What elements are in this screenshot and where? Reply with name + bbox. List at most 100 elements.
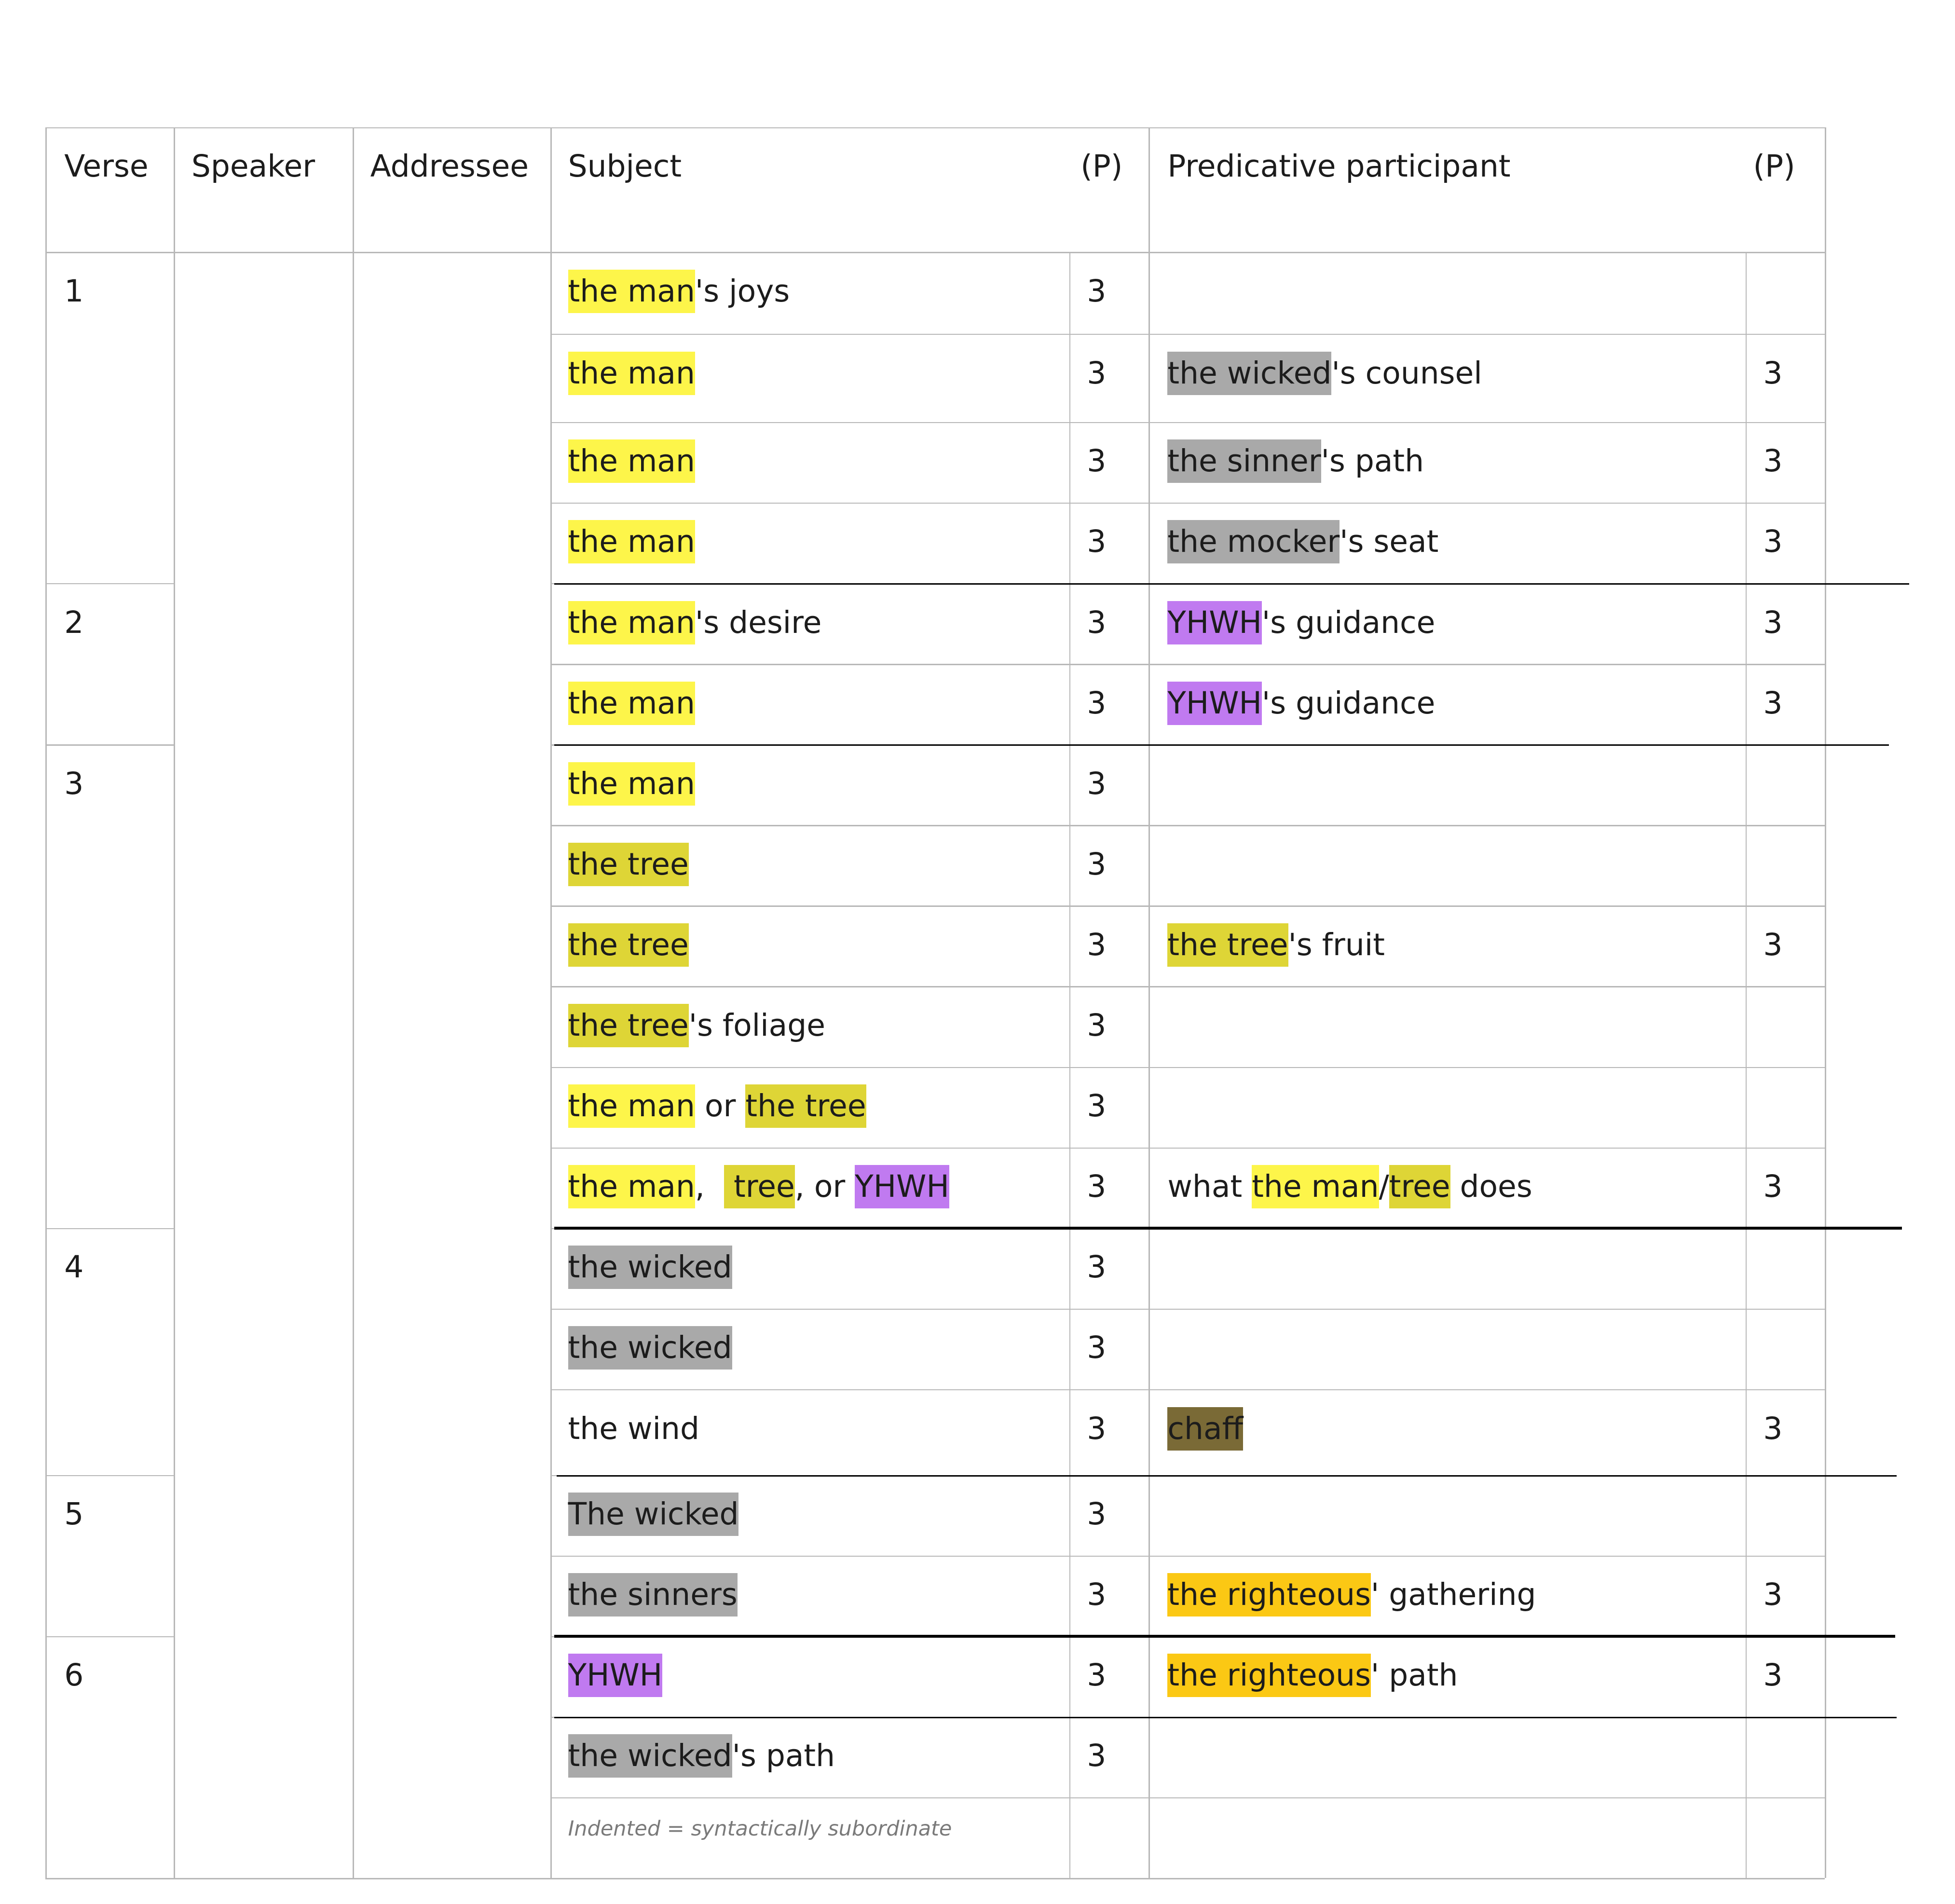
- participant-highlight-wicked: the sinners: [568, 1573, 738, 1617]
- row-sep: [550, 664, 1825, 665]
- person-value: 3: [1087, 273, 1107, 309]
- row-sep: [550, 1797, 1825, 1799]
- participant-highlight-man: the man: [568, 269, 695, 313]
- participant-highlight-yhwh: YHWH: [1167, 601, 1262, 644]
- text-run: 's seat: [1340, 524, 1439, 560]
- predicative-cell: what the man/tree does: [1167, 1165, 1532, 1209]
- participant-highlight-wicked: the wicked: [568, 1246, 732, 1289]
- subject-cell: the tree: [568, 842, 689, 886]
- participant-highlight-chaff: chaff: [1167, 1407, 1243, 1451]
- section-rule: [554, 744, 1889, 746]
- col-sep-addressee: [550, 127, 552, 1878]
- row-sep: [550, 825, 1825, 826]
- verse-number: 6: [64, 1657, 84, 1693]
- subject-cell: the wicked: [568, 1326, 732, 1370]
- subject-cell: the wind: [568, 1413, 699, 1444]
- person-value: 3: [1763, 1657, 1783, 1693]
- person-value: 3: [1087, 1249, 1107, 1285]
- text-run: 's path: [732, 1738, 835, 1774]
- person-value: 3: [1087, 685, 1107, 721]
- person-value: 3: [1087, 524, 1107, 560]
- person-value: 3: [1763, 1411, 1783, 1446]
- participant-highlight-man: the man: [568, 681, 695, 725]
- participant-highlight-tree: the tree: [1167, 923, 1288, 967]
- verse-sep: [45, 583, 174, 585]
- predicative-cell: the righteous' path: [1167, 1654, 1458, 1698]
- row-sep: [550, 986, 1825, 987]
- verse-number: 1: [64, 273, 84, 309]
- verse-sep: [45, 1475, 174, 1477]
- participant-highlight-man: the man: [568, 439, 695, 483]
- verse-sep: [45, 1636, 174, 1638]
- subject-cell: YHWH: [568, 1654, 663, 1698]
- person-value: 3: [1087, 1738, 1107, 1774]
- participant-highlight-man: the man: [568, 1084, 695, 1128]
- subject-cell: the man's joys: [568, 269, 790, 313]
- text-run: the wind: [568, 1411, 699, 1446]
- header-speaker: Speaker: [191, 149, 315, 184]
- person-value: 3: [1087, 1088, 1107, 1124]
- text-run: 's path: [1321, 443, 1424, 479]
- participant-highlight-man: the man: [568, 601, 695, 644]
- section-rule: [554, 1716, 1897, 1718]
- predicative-cell: YHWH's guidance: [1167, 601, 1435, 644]
- subject-cell: the man's desire: [568, 601, 822, 644]
- header-addressee: Addressee: [370, 149, 529, 184]
- person-value: 3: [1087, 1496, 1107, 1532]
- row-sep: [550, 502, 1825, 504]
- text-run: ,: [695, 1169, 724, 1205]
- person-value: 3: [1087, 1411, 1107, 1446]
- person-value: 3: [1763, 524, 1783, 560]
- header-predicative: Predicative participant: [1167, 149, 1511, 184]
- text-run: , or: [794, 1169, 855, 1205]
- legend-note: Indented = syntactically subordinate: [568, 1817, 952, 1841]
- participant-highlight-wicked: the mocker: [1167, 520, 1340, 564]
- participant-highlight-righteous: the righteous: [1167, 1654, 1371, 1698]
- row-sep: [550, 1389, 1825, 1391]
- section-rule: [554, 1635, 1896, 1638]
- subject-cell: the man, tree, or YHWH: [568, 1165, 949, 1209]
- col-sep-predicative-p: [1745, 252, 1747, 1878]
- participant-highlight-tree: the tree: [745, 1084, 866, 1128]
- person-value: 3: [1087, 604, 1107, 640]
- row-sep: [550, 1147, 1825, 1149]
- participant-highlight-wicked: the wicked: [568, 1734, 732, 1778]
- predicative-cell: the mocker's seat: [1167, 520, 1439, 564]
- participant-highlight-wicked: the sinner: [1167, 439, 1321, 483]
- participant-highlight-yhwh: YHWH: [568, 1654, 663, 1698]
- table-border-top: [45, 127, 1825, 129]
- person-value: 3: [1763, 1577, 1783, 1613]
- participant-highlight-tree: tree: [1389, 1165, 1450, 1209]
- person-value: 3: [1087, 927, 1107, 962]
- text-run: /: [1379, 1169, 1389, 1205]
- subject-cell: the tree: [568, 923, 689, 967]
- predicative-cell: the sinner's path: [1167, 439, 1424, 483]
- row-sep: [550, 333, 1825, 335]
- subject-cell: the sinners: [568, 1573, 738, 1617]
- header-verse: Verse: [64, 149, 149, 184]
- text-run: what: [1167, 1169, 1252, 1205]
- participant-highlight-man: the man: [568, 520, 695, 564]
- subject-cell: the man: [568, 439, 695, 483]
- row-sep: [550, 905, 1825, 907]
- text-run: 's foliage: [688, 1008, 826, 1043]
- header-subject: Subject: [568, 149, 682, 184]
- person-value: 3: [1763, 685, 1783, 721]
- text-run: or: [695, 1088, 746, 1124]
- header-predicative-p: (P): [1753, 149, 1795, 184]
- text-run: 's desire: [695, 604, 822, 640]
- text-run: does: [1450, 1169, 1532, 1205]
- participant-highlight-man: the man: [568, 351, 695, 395]
- subject-cell: the man: [568, 520, 695, 564]
- person-value: 3: [1087, 1169, 1107, 1205]
- text-run: 's fruit: [1288, 927, 1385, 962]
- person-value: 3: [1763, 927, 1783, 962]
- verse-number: 3: [64, 766, 84, 801]
- predicative-cell: chaff: [1167, 1407, 1243, 1451]
- col-sep-subject-p: [1069, 252, 1071, 1878]
- table-border-right: [1825, 127, 1826, 1878]
- text-run: 's guidance: [1261, 604, 1435, 640]
- predicative-cell: the wicked's counsel: [1167, 351, 1482, 395]
- verse-number: 5: [64, 1496, 84, 1532]
